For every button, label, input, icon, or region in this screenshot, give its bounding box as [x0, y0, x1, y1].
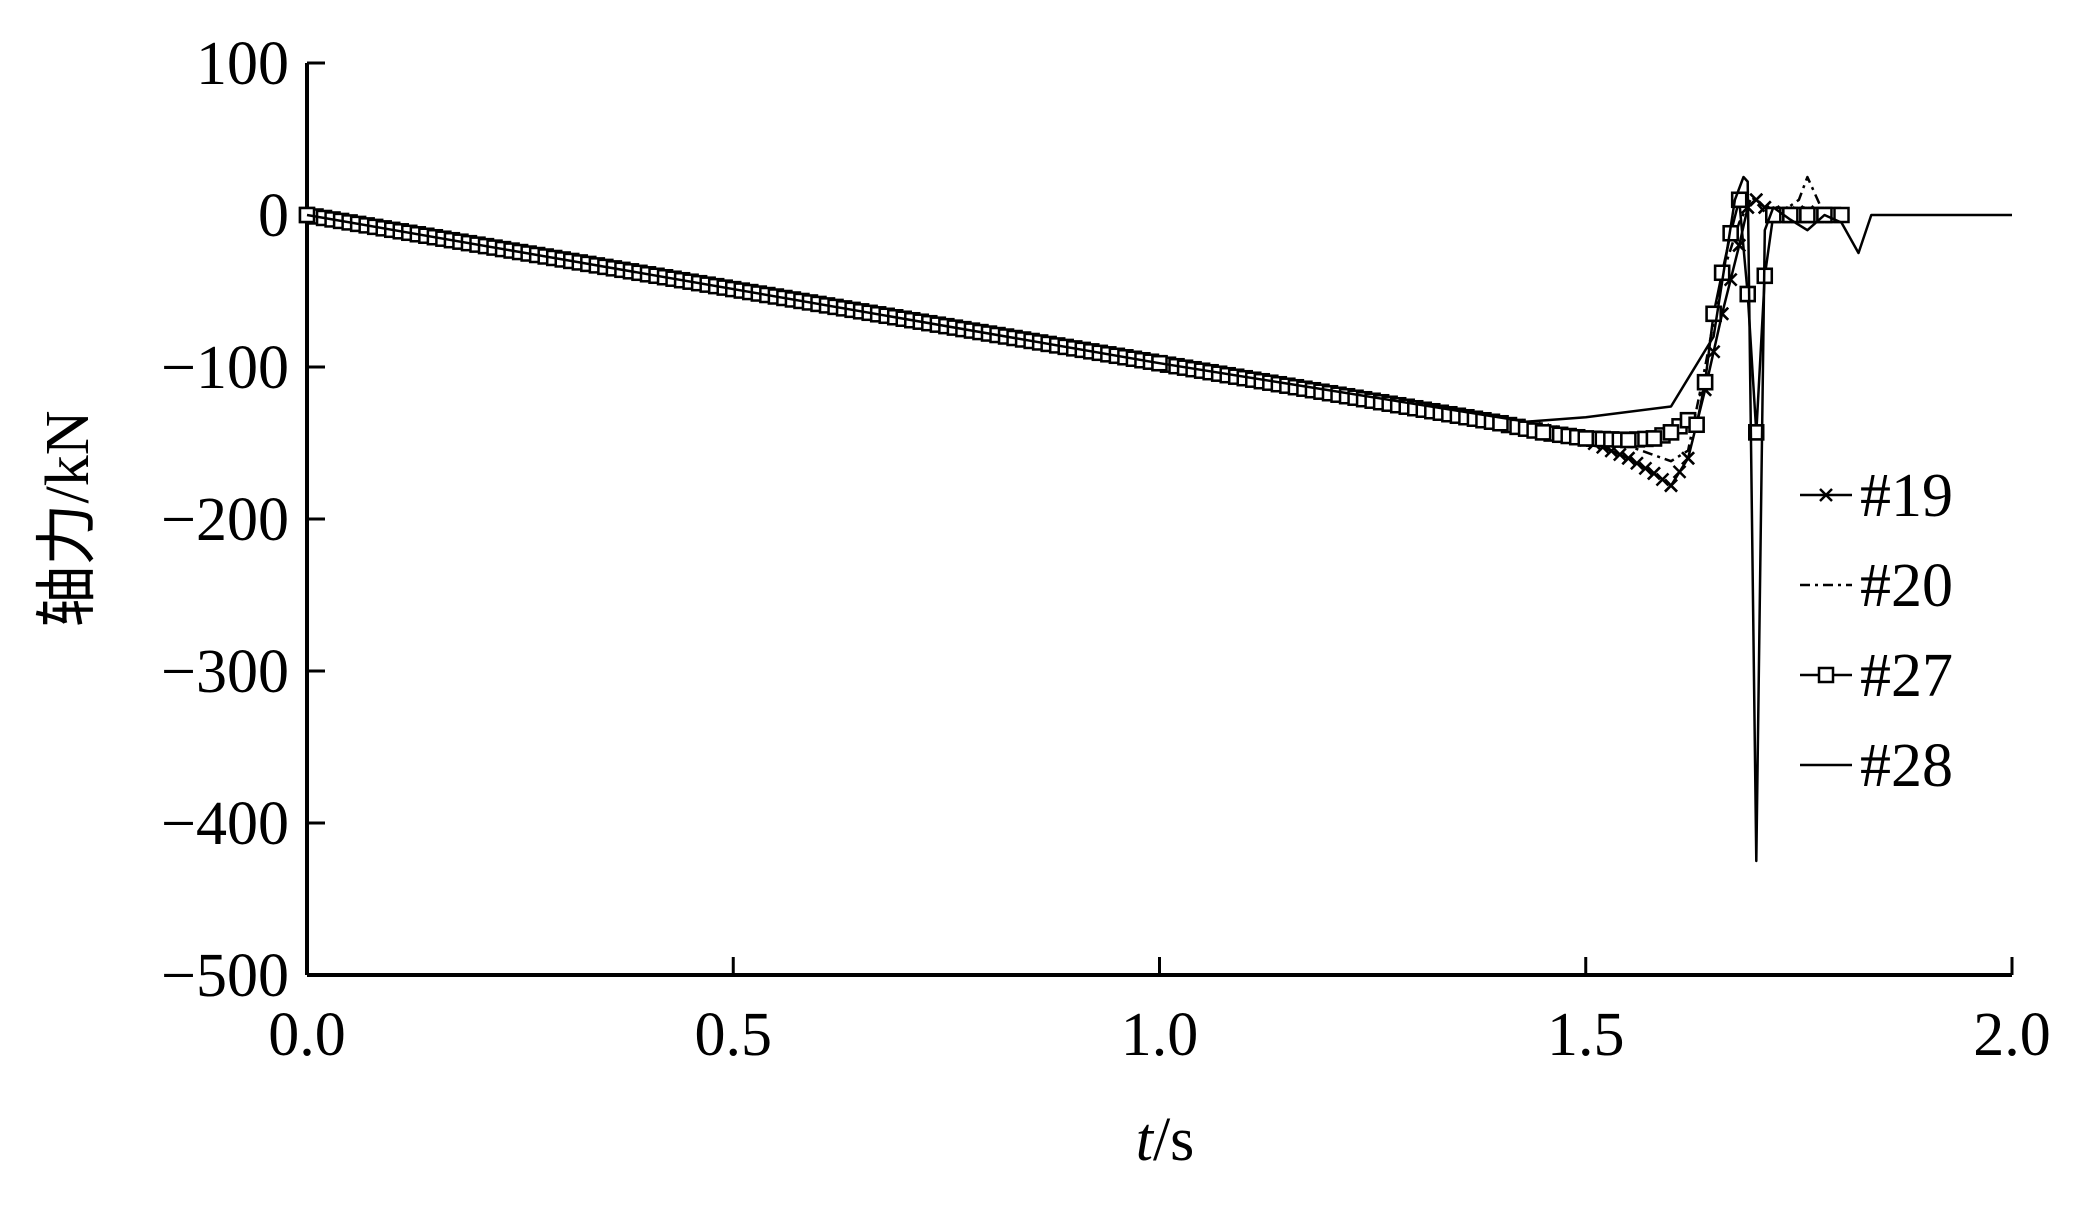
series-line [306, 175, 1842, 463]
x-tick-label: 0.5 [695, 1001, 773, 1069]
data-point-square [1662, 424, 1680, 441]
data-point-x [1681, 451, 1695, 466]
legend-label: #28 [1860, 732, 1953, 800]
legend-item: #20 [1800, 552, 1953, 620]
y-tick-label: −500 [161, 942, 289, 1010]
data-point-square [1534, 424, 1552, 441]
series-layer [298, 175, 2012, 863]
legend-label: #20 [1860, 552, 1953, 620]
legend-label: #19 [1860, 462, 1953, 530]
series-27 [298, 191, 1850, 449]
legend-item: #27 [1800, 642, 1953, 710]
data-point-x [1638, 461, 1653, 476]
y-tick-label: 0 [258, 182, 289, 250]
data-point-x [1630, 456, 1644, 471]
data-point-square [1817, 666, 1835, 684]
legend-item: #28 [1800, 732, 1953, 800]
x-tick-label: 1.5 [1547, 1001, 1625, 1069]
data-point-x [1621, 451, 1636, 466]
series-line [306, 175, 2012, 863]
data-point-square [1799, 206, 1816, 224]
data-point-square [1620, 431, 1637, 449]
series-28 [306, 175, 2012, 863]
y-ticks: 100 0 −100 −200 −300 −400 −500 [161, 30, 325, 1010]
x-tick-label: 1.0 [1121, 1001, 1199, 1069]
data-point-x [1672, 464, 1687, 479]
y-tick-label: −400 [161, 790, 289, 858]
y-tick-label: −300 [161, 638, 289, 706]
data-point-square [1492, 414, 1509, 432]
x-ticks: 0.0 0.5 1.0 1.5 2.0 [268, 957, 2051, 1069]
data-point-x [1612, 447, 1627, 462]
legend-label: #27 [1860, 642, 1953, 710]
data-point-x [1664, 478, 1678, 493]
data-point-square [1739, 285, 1756, 303]
legend: #19 #20 #27 #28 [1800, 462, 1953, 800]
legend-item: #19 [1800, 462, 1953, 530]
data-point-x [1819, 488, 1833, 502]
x-tick-label: 2.0 [1973, 1001, 2051, 1069]
y-tick-label: −200 [161, 486, 289, 554]
data-point-square [1696, 373, 1714, 391]
y-tick-label: −100 [161, 334, 289, 402]
data-point-square [1645, 430, 1663, 447]
data-point-x [1647, 466, 1661, 481]
data-point-x [1655, 472, 1670, 487]
series-line [306, 198, 1842, 442]
x-axis-label: t/s [1136, 1106, 1195, 1174]
x-tick-label: 0.0 [268, 1001, 346, 1069]
y-axis-label: 轴力/kN [34, 410, 102, 627]
data-point-square [1577, 430, 1594, 447]
series-20 [306, 175, 1842, 463]
data-point-square [1688, 416, 1705, 434]
y-tick-label: 100 [196, 30, 289, 98]
